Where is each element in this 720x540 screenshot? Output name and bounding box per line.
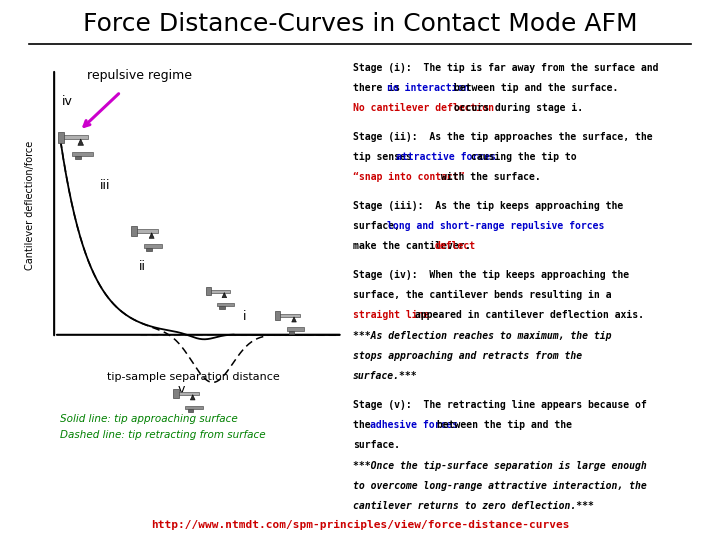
Bar (174, 389, 179, 397)
Bar (275, 311, 280, 320)
Bar (185, 406, 202, 409)
Text: between the tip and the: between the tip and the (431, 420, 572, 430)
Polygon shape (190, 395, 195, 400)
Text: iv: iv (61, 94, 72, 108)
Text: the: the (353, 420, 377, 430)
Text: there is: there is (353, 83, 405, 93)
Text: v: v (177, 383, 184, 396)
Text: deflect: deflect (435, 241, 476, 251)
Text: Solid line: tip approaching surface: Solid line: tip approaching surface (60, 414, 238, 424)
Bar (131, 226, 137, 236)
Bar (136, 230, 158, 233)
Text: appeared in cantilever deflection axis.: appeared in cantilever deflection axis. (409, 310, 644, 320)
Text: Force Distance-Curves in Contact Mode AFM: Force Distance-Curves in Contact Mode AF… (83, 12, 637, 36)
Bar (279, 314, 300, 317)
Text: attractive forces: attractive forces (396, 152, 496, 162)
Text: no interaction: no interaction (387, 83, 469, 93)
Text: http://www.ntmdt.com/spm-principles/view/force-distance-curves: http://www.ntmdt.com/spm-principles/view… (150, 520, 570, 530)
Bar (75, 156, 81, 159)
Text: stops approaching and retracts from the: stops approaching and retracts from the (353, 351, 582, 361)
Text: surface,: surface, (353, 221, 405, 231)
Bar (289, 330, 294, 334)
Text: “snap into contact”: “snap into contact” (353, 172, 464, 183)
Text: No cantilever deflection: No cantilever deflection (353, 103, 494, 113)
Text: to overcome long-range attractive interaction, the: to overcome long-range attractive intera… (353, 481, 647, 491)
Text: ***Once the tip-surface separation is large enough: ***Once the tip-surface separation is la… (353, 461, 647, 471)
Text: iii: iii (99, 179, 110, 192)
Text: .: . (465, 241, 471, 251)
Bar (146, 247, 152, 251)
Text: adhesive forces: adhesive forces (370, 420, 458, 430)
Text: make the cantilever: make the cantilever (353, 241, 470, 251)
Text: Cantilever deflection/force: Cantilever deflection/force (25, 140, 35, 270)
Polygon shape (222, 293, 227, 298)
Text: Stage (iii):  As the tip keeps approaching the: Stage (iii): As the tip keeps approachin… (353, 201, 623, 211)
Polygon shape (292, 317, 297, 322)
Text: straight line: straight line (353, 310, 429, 320)
Polygon shape (78, 139, 84, 145)
Bar (188, 409, 193, 412)
Bar (206, 287, 211, 295)
Text: surface, the cantilever bends resulting in a: surface, the cantilever bends resulting … (353, 290, 611, 300)
Bar (217, 303, 234, 306)
Polygon shape (149, 233, 154, 238)
Text: Stage (v):  The retracting line appears because of: Stage (v): The retracting line appears b… (353, 400, 647, 410)
Text: Stage (iv):  When the tip keeps approaching the: Stage (iv): When the tip keeps approachi… (353, 270, 629, 280)
Bar (220, 306, 225, 309)
Text: long and short-range repulsive forces: long and short-range repulsive forces (387, 221, 605, 231)
Text: occurs during stage i.: occurs during stage i. (448, 103, 583, 113)
Text: Dashed line: tip retracting from surface: Dashed line: tip retracting from surface (60, 430, 266, 440)
Text: tip senses: tip senses (353, 152, 418, 162)
Text: causing the tip to: causing the tip to (465, 152, 577, 162)
Text: ***As deflection reaches to maximum, the tip: ***As deflection reaches to maximum, the… (353, 330, 611, 341)
Text: between tip and the surface.: between tip and the surface. (448, 83, 618, 93)
Text: with the surface.: with the surface. (435, 172, 541, 183)
Bar (58, 132, 64, 143)
Bar (143, 244, 162, 247)
Text: Stage (i):  The tip is far away from the surface and: Stage (i): The tip is far away from the … (353, 63, 658, 73)
Text: Stage (ii):  As the tip approaches the surface, the: Stage (ii): As the tip approaches the su… (353, 132, 652, 141)
Text: ii: ii (140, 260, 146, 273)
Bar (71, 152, 93, 156)
Bar (287, 327, 304, 330)
Bar (210, 289, 230, 293)
Text: surface.***: surface.*** (353, 372, 418, 381)
Bar (178, 392, 199, 395)
Text: repulsive regime: repulsive regime (87, 69, 192, 82)
Bar (63, 136, 88, 139)
Text: cantilever returns to zero deflection.***: cantilever returns to zero deflection.**… (353, 501, 594, 511)
Text: surface.: surface. (353, 440, 400, 450)
Text: tip-sample separation distance: tip-sample separation distance (107, 372, 280, 382)
Text: i: i (243, 310, 246, 323)
